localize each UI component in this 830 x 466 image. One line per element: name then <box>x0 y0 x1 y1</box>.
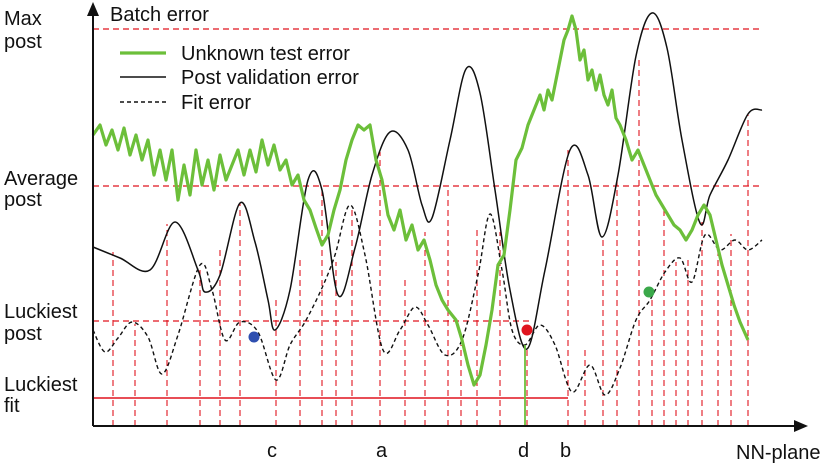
label-max-line1: Max <box>4 8 42 30</box>
legend-label-fit: Fit error <box>181 92 251 114</box>
y-axis-label: Batch error <box>110 4 209 26</box>
point-b <box>643 286 655 298</box>
legend-label-post: Post validation error <box>181 67 359 89</box>
x-marker-c: c <box>267 440 277 462</box>
x-marker-d: d <box>518 440 529 462</box>
label-luckiest-post-line2: post <box>4 323 42 345</box>
x-axis-label: NN-plane <box>736 442 820 464</box>
x-marker-b: b <box>560 440 571 462</box>
label-average-line1: Average <box>4 168 78 190</box>
label-luckiest-fit-line2: fit <box>4 395 20 417</box>
series-post-validation-error <box>92 12 763 350</box>
vertical-guide-lines <box>112 56 749 426</box>
label-luckiest-fit-line1: Luckiest <box>4 374 78 396</box>
y-axis-arrow <box>87 2 99 16</box>
point-c <box>248 331 260 343</box>
legend-label-test: Unknown test error <box>181 43 350 65</box>
series-unknown-test-error <box>91 14 750 387</box>
legend: Unknown test error Post validation error… <box>120 43 359 114</box>
label-max-line2: post <box>4 31 42 53</box>
label-average-line2: post <box>4 189 42 211</box>
x-axis-arrow <box>794 420 808 432</box>
point-d <box>521 324 533 336</box>
x-marker-a: a <box>376 440 388 462</box>
label-luckiest-post-line1: Luckiest <box>4 301 78 323</box>
series-fit-error <box>92 204 763 396</box>
